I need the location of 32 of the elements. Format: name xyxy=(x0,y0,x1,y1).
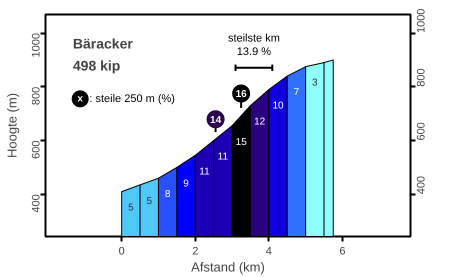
annotation: 11 xyxy=(218,152,228,163)
annotation: 9 xyxy=(183,178,190,190)
annotation: 7 xyxy=(294,87,300,98)
annotation: 14 xyxy=(210,114,222,126)
annotation: 3 xyxy=(312,78,318,89)
annotation: 16 xyxy=(236,89,248,100)
annotation: x : steile 250 m (%) xyxy=(77,92,175,105)
y-tick-label: 600 xyxy=(30,140,42,159)
y2-tick-label: 800 xyxy=(416,68,428,87)
y-axis-title: Hoogte (m) xyxy=(4,92,20,158)
y-tick-label: 400 xyxy=(30,194,42,213)
y-tick-label: 800 xyxy=(30,86,42,106)
annotation: 11 xyxy=(199,166,210,178)
text: Bäracker xyxy=(72,35,134,52)
annotation: 8 xyxy=(164,189,171,200)
x-tick-label: 0 xyxy=(118,246,125,258)
x-axis-title: Afstand (km) xyxy=(191,260,265,274)
x-tick-label: 4 xyxy=(266,246,272,258)
x-tick-label: 6 xyxy=(339,246,346,258)
annotation: 13.9 % xyxy=(236,46,272,58)
y2-tick-label: 600 xyxy=(416,122,428,141)
x-tick-label: 2 xyxy=(192,246,198,258)
annotation: 5 xyxy=(146,196,152,207)
annotation: 5 xyxy=(128,202,134,214)
y2-tick-label: 1000 xyxy=(416,8,428,34)
y-tick-label: 1000 xyxy=(30,33,42,58)
annotation: steilste km xyxy=(228,32,280,44)
text: 498 kip xyxy=(72,58,120,74)
annotation: 15 xyxy=(236,136,248,148)
annotation: 12 xyxy=(254,116,266,128)
annotation: 10 xyxy=(272,100,284,112)
y2-tick-label: 400 xyxy=(416,176,428,194)
